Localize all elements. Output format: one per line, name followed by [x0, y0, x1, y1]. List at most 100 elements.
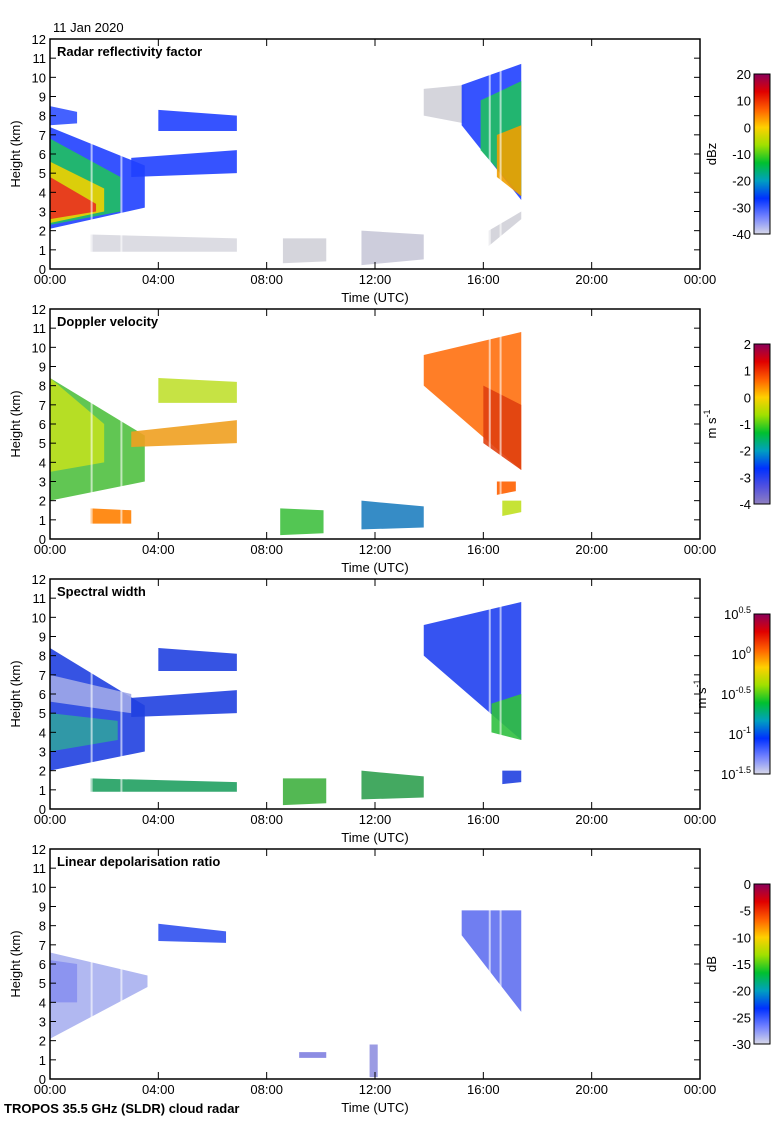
y-tick-label: 4: [39, 185, 46, 200]
y-tick-label: 3: [39, 745, 46, 760]
tick-base: -30: [732, 1037, 751, 1052]
y-tick-label: 3: [39, 475, 46, 490]
y-axis-label: Height (km): [8, 390, 23, 457]
echo-region: [131, 420, 237, 447]
echo-region: [50, 177, 97, 220]
x-tick-label: 08:00: [250, 542, 283, 557]
y-tick-label: 12: [32, 32, 46, 47]
y-tick-label: 11: [33, 321, 47, 336]
echo-region: [50, 106, 78, 126]
echo-layer: [50, 309, 522, 539]
x-tick-label: 12:00: [359, 542, 392, 557]
x-tick-label: 00:00: [684, 812, 717, 827]
x-tick-label: 20:00: [575, 542, 608, 557]
y-axis-label: Height (km): [8, 660, 23, 727]
y-tick-label: 9: [39, 360, 46, 375]
y-tick-label: 7: [39, 398, 46, 413]
echo-region: [461, 910, 522, 1012]
y-tick-label: 7: [39, 938, 46, 953]
y-tick-label: 9: [39, 900, 46, 915]
tick-base: -10: [732, 147, 751, 162]
colorbar: [753, 883, 771, 1045]
tick-base: -5: [739, 904, 751, 919]
y-tick-label: 9: [39, 90, 46, 105]
unit-text: m s: [704, 417, 719, 438]
colorbar-unit-label: dBz: [704, 143, 719, 165]
echo-region: [423, 85, 465, 124]
tick-base: -25: [732, 1010, 751, 1025]
y-tick-label: 8: [39, 109, 46, 124]
panel-title: Spectral width: [57, 584, 146, 599]
echo-region: [131, 690, 237, 717]
y-tick-label: 5: [39, 436, 46, 451]
x-tick-label: 20:00: [575, 1082, 608, 1097]
y-tick-label: 6: [39, 417, 46, 432]
echo-region: [502, 500, 522, 516]
y-tick-label: 8: [39, 649, 46, 664]
y-tick-label: 12: [32, 572, 46, 587]
x-tick-label: 16:00: [467, 272, 500, 287]
data-gap: [488, 579, 491, 809]
tick-base: 0: [744, 120, 751, 135]
y-tick-label: 12: [32, 302, 46, 317]
x-tick-label: 00:00: [684, 1082, 717, 1097]
echo-region: [496, 125, 522, 197]
tick-base: 10: [724, 607, 738, 622]
x-tick-label: 00:00: [684, 542, 717, 557]
echo-region: [483, 385, 522, 470]
y-tick-label: 10: [32, 70, 46, 85]
x-tick-label: 12:00: [359, 812, 392, 827]
y-tick-label: 11: [33, 591, 47, 606]
echo-layer: [50, 849, 522, 1079]
colorbar-tick-label: -5: [739, 904, 751, 919]
echo-region: [50, 713, 118, 752]
echo-region: [50, 378, 105, 472]
tick-exponent: -1: [743, 725, 751, 735]
data-gap: [488, 39, 491, 269]
y-tick-label: 6: [39, 687, 46, 702]
echo-region: [502, 770, 522, 785]
y-tick-label: 2: [39, 494, 46, 509]
echo-region: [361, 770, 424, 800]
tick-exponent: -1.5: [735, 765, 751, 775]
echo-region: [282, 238, 327, 264]
data-gap: [120, 579, 123, 809]
colorbar-tick-label: -25: [732, 1010, 751, 1025]
tick-exponent: 0.5: [738, 605, 751, 615]
data-gap: [120, 849, 123, 1079]
colorbar-tick-label: 100: [732, 645, 751, 662]
x-tick-label: 04:00: [142, 542, 175, 557]
data-gap: [120, 39, 123, 269]
colorbar-tick-label: 10-1.5: [721, 765, 751, 782]
y-axis-label: Height (km): [8, 930, 23, 997]
unit-text: m s: [694, 687, 709, 708]
colorbar-tick-label: 0: [744, 877, 751, 892]
y-tick-label: 12: [32, 842, 46, 857]
tick-base: -3: [739, 470, 751, 485]
echo-region: [282, 778, 327, 806]
echo-layer: [50, 39, 522, 269]
colorbar-tick-label: 10: [737, 94, 751, 109]
colorbar-unit-label: dB: [704, 956, 719, 972]
x-tick-label: 12:00: [359, 1082, 392, 1097]
y-tick-label: 0: [39, 262, 46, 277]
y-tick-label: 9: [39, 630, 46, 645]
colorbar-tick-label: 10-0.5: [721, 685, 751, 702]
colorbar-tick-label: -20: [732, 174, 751, 189]
x-tick-label: 08:00: [250, 272, 283, 287]
tick-base: -4: [739, 497, 751, 512]
echo-region: [361, 230, 424, 266]
x-tick-label: 00:00: [34, 542, 67, 557]
data-gap: [120, 309, 123, 539]
data-gap: [90, 849, 93, 1079]
unit-text: dBz: [704, 143, 719, 165]
y-tick-label: 2: [39, 224, 46, 239]
tick-base: -10: [732, 930, 751, 945]
tick-base: 0: [744, 877, 751, 892]
x-tick-label: 00:00: [34, 272, 67, 287]
colorbar-unit-label: m s-1: [692, 680, 709, 709]
colorbar: [753, 73, 771, 235]
colorbar-tick-label: 0: [744, 120, 751, 135]
colorbar-tick-label: -3: [739, 470, 751, 485]
